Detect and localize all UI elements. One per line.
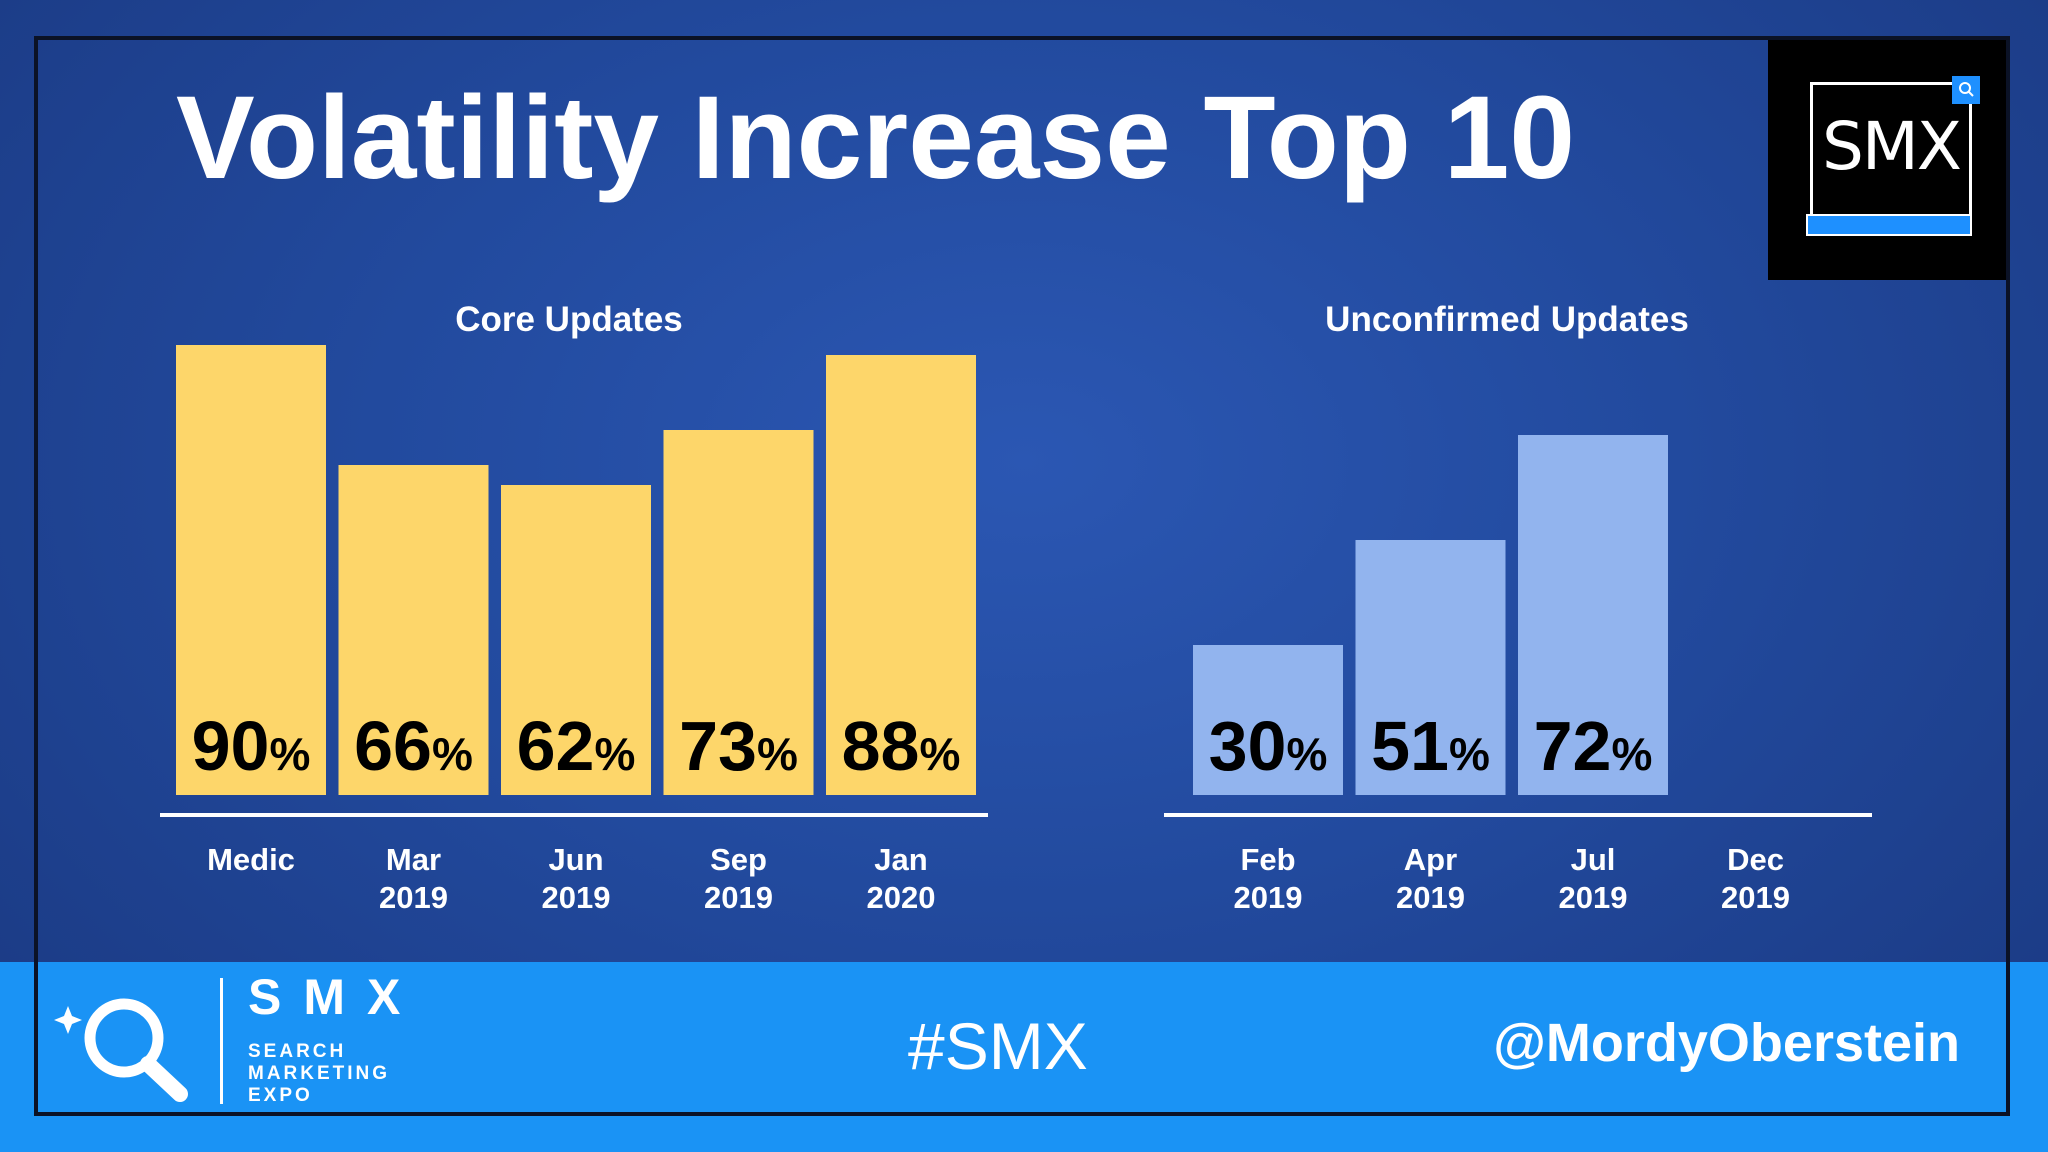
data-label: 88% <box>842 707 961 785</box>
data-label: 90% <box>192 707 311 785</box>
footer-handle: @MordyOberstein <box>1493 1013 1960 1073</box>
bar <box>1355 540 1506 795</box>
bar <box>826 355 976 795</box>
search-icon <box>1952 76 1980 104</box>
footer-hashtag: #SMX <box>908 1009 1088 1083</box>
tick-label: Dec <box>1727 842 1784 877</box>
footer-brand: SMX <box>248 969 423 1025</box>
bar <box>501 485 651 795</box>
tick-label: Jun <box>548 842 603 877</box>
tick-label: 2019 <box>1396 880 1465 915</box>
chart-title: Core Updates <box>455 300 683 339</box>
tick-label: Jan <box>874 842 927 877</box>
data-label: 51% <box>1371 707 1490 785</box>
bar <box>176 345 326 795</box>
badge-bar <box>1806 214 1972 236</box>
footer <box>0 962 2048 1152</box>
data-label: 66% <box>354 707 473 785</box>
footer-brand-sub: MARKETING <box>248 1063 391 1084</box>
tick-label: 2019 <box>704 880 773 915</box>
bar <box>338 465 489 795</box>
slide-title: Volatility Increase Top 10 <box>176 72 1576 204</box>
tick-label: 2020 <box>867 880 936 915</box>
tick-label: Apr <box>1404 842 1457 877</box>
data-label: 62% <box>517 707 636 785</box>
footer-divider <box>220 978 223 1104</box>
smx-badge: SMX <box>1768 36 2010 280</box>
footer-brand-sub: SEARCH <box>248 1041 347 1062</box>
chart-title: Unconfirmed Updates <box>1325 300 1689 339</box>
tick-label: 2019 <box>1234 880 1303 915</box>
badge-text: SMX <box>1821 108 1962 185</box>
tick-label: Medic <box>207 842 295 877</box>
tick-label: 2019 <box>1721 880 1790 915</box>
magnifier-icon <box>46 978 206 1109</box>
tick-label: Mar <box>386 842 441 877</box>
footer-border <box>34 1112 2010 1116</box>
tick-label: 2019 <box>1559 880 1628 915</box>
data-label: 72% <box>1534 707 1653 785</box>
bar-charts: Core Updates90%Medic66%Mar201962%Jun2019… <box>160 300 1872 915</box>
tick-label: Sep <box>710 842 767 877</box>
tick-label: Feb <box>1240 842 1295 877</box>
bar <box>1518 435 1668 795</box>
tick-label: 2019 <box>379 880 448 915</box>
bar <box>1193 645 1343 795</box>
tick-label: Jul <box>1571 842 1616 877</box>
data-label: 30% <box>1209 707 1328 785</box>
data-label: 73% <box>679 707 798 785</box>
footer-brand-sub: EXPO <box>248 1085 313 1106</box>
bar <box>663 430 814 795</box>
tick-label: 2019 <box>542 880 611 915</box>
